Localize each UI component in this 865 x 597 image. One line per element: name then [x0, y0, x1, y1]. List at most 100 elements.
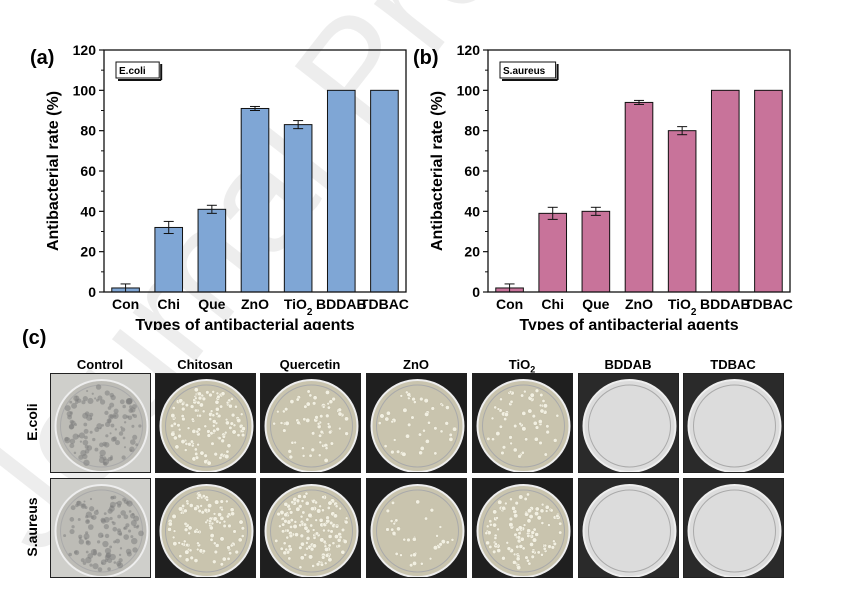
petri-dish-photo [50, 478, 151, 578]
petri-dish-icon [582, 484, 677, 577]
y-tick-label: 120 [457, 42, 481, 58]
petri-dish-photo [366, 373, 467, 473]
panel-label: (a) [30, 47, 54, 69]
y-tick-label: 40 [464, 203, 480, 219]
petri-dish-photo [578, 478, 679, 578]
petri-dish-photo [366, 478, 467, 578]
petri-dish-icon [159, 484, 254, 577]
legend-label: S.aureus [503, 66, 546, 77]
column-title: TDBAC [710, 357, 756, 372]
x-tick-label: Chi [157, 296, 180, 312]
column-title: TiO2 [508, 357, 536, 375]
y-tick-label: 0 [472, 284, 480, 300]
y-tick-label: 100 [457, 82, 481, 98]
plate-photo-panel: (c) Control Chitosan Quercetin ZnO TiO2 BDDAB… [0, 325, 865, 597]
petri-dish-icon [370, 379, 465, 472]
petri-dish-icon [54, 379, 149, 472]
bar [624, 101, 654, 293]
petri-dish-icon [476, 484, 571, 577]
x-tick-label: ZnO [625, 296, 653, 312]
bar-charts: (a)Con Chi Que ZnO TiO2 BDDABTDBAC02040608010… [30, 42, 793, 330]
petri-dish-photo [260, 373, 361, 473]
bar [667, 130, 697, 293]
petri-dish-photo [155, 478, 256, 578]
error-bar [590, 206, 601, 216]
bar [154, 226, 184, 293]
x-tick-label: Con [112, 296, 139, 312]
petri-dish-icon [159, 379, 254, 472]
bar [197, 208, 227, 293]
column-title: BDDAB [604, 357, 652, 372]
x-tick-label: BDDAB [700, 296, 751, 312]
bar [710, 89, 740, 293]
y-tick-label: 60 [80, 163, 96, 179]
petri-dish-icon [264, 379, 359, 472]
row-label: E.coli [24, 403, 40, 441]
column-title: Control [76, 357, 124, 372]
x-tick-label: ZnO [241, 296, 269, 312]
petri-dish-photo [472, 478, 573, 578]
petri-dish-icon [687, 484, 782, 577]
y-tick-label: 20 [464, 244, 480, 260]
error-bar [677, 126, 688, 136]
petri-dish-icon [370, 484, 465, 577]
error-bar [634, 99, 644, 105]
bar [370, 89, 399, 293]
x-tick-label: Chi [541, 296, 564, 312]
petri-dish-photo [472, 373, 573, 473]
error-bar [206, 204, 217, 214]
x-tick-label: Que [198, 296, 225, 312]
bar [754, 89, 783, 293]
petri-dish-icon [687, 379, 782, 472]
panel-label-c: (c) [22, 327, 47, 349]
y-tick-label: 100 [73, 82, 97, 98]
petri-dish-icon [476, 379, 571, 472]
petri-dish-photo [683, 373, 784, 473]
x-tick-label: TDBAC [744, 296, 793, 312]
x-tick-label: Que [582, 296, 609, 312]
bar [240, 107, 270, 293]
error-bar [163, 220, 174, 235]
y-tick-label: 60 [464, 163, 480, 179]
x-tick-label: TDBAC [360, 296, 409, 312]
x-tick-label: BDDAB [316, 296, 367, 312]
x-axis-label: Types of antibacterial agents [135, 317, 354, 330]
bar [283, 124, 313, 293]
error-bar [250, 105, 260, 111]
y-tick-label: 80 [464, 123, 480, 139]
row-label: S.aureus [24, 497, 40, 557]
column-title: Chitosan [177, 357, 233, 372]
bar [538, 212, 568, 293]
petri-dish-photo [260, 478, 361, 578]
error-bar [547, 206, 558, 220]
x-tick-label: Con [496, 296, 523, 312]
panel-label: (b) [413, 47, 439, 69]
petri-dish-photo [50, 373, 151, 473]
y-tick-label: 80 [80, 123, 96, 139]
petri-dish-icon [582, 379, 677, 472]
petri-dish-icon [54, 484, 149, 577]
x-tick-label: TiO2 [284, 296, 313, 318]
petri-dish-photo [683, 478, 784, 578]
x-axis-label: Types of antibacterial agents [519, 317, 738, 330]
x-tick-label: TiO2 [668, 296, 697, 318]
y-tick-label: 40 [80, 203, 96, 219]
bar [326, 89, 356, 293]
legend-label: E.coli [119, 66, 146, 77]
legend: E.coli [115, 61, 163, 81]
legend: S.aureus [499, 61, 559, 81]
petri-dish-photo [155, 373, 256, 473]
column-title: ZnO [403, 357, 429, 372]
y-tick-label: 0 [88, 284, 96, 300]
petri-dish-photo [578, 373, 679, 473]
error-bar [293, 120, 304, 130]
y-tick-label: 120 [73, 42, 97, 58]
y-axis-label: Antibacterial rate (%) [429, 91, 446, 251]
column-title: Quercetin [279, 357, 341, 372]
y-tick-label: 20 [80, 244, 96, 260]
y-axis-label: Antibacterial rate (%) [45, 91, 62, 251]
bar [581, 210, 611, 293]
petri-dish-icon [264, 484, 359, 577]
